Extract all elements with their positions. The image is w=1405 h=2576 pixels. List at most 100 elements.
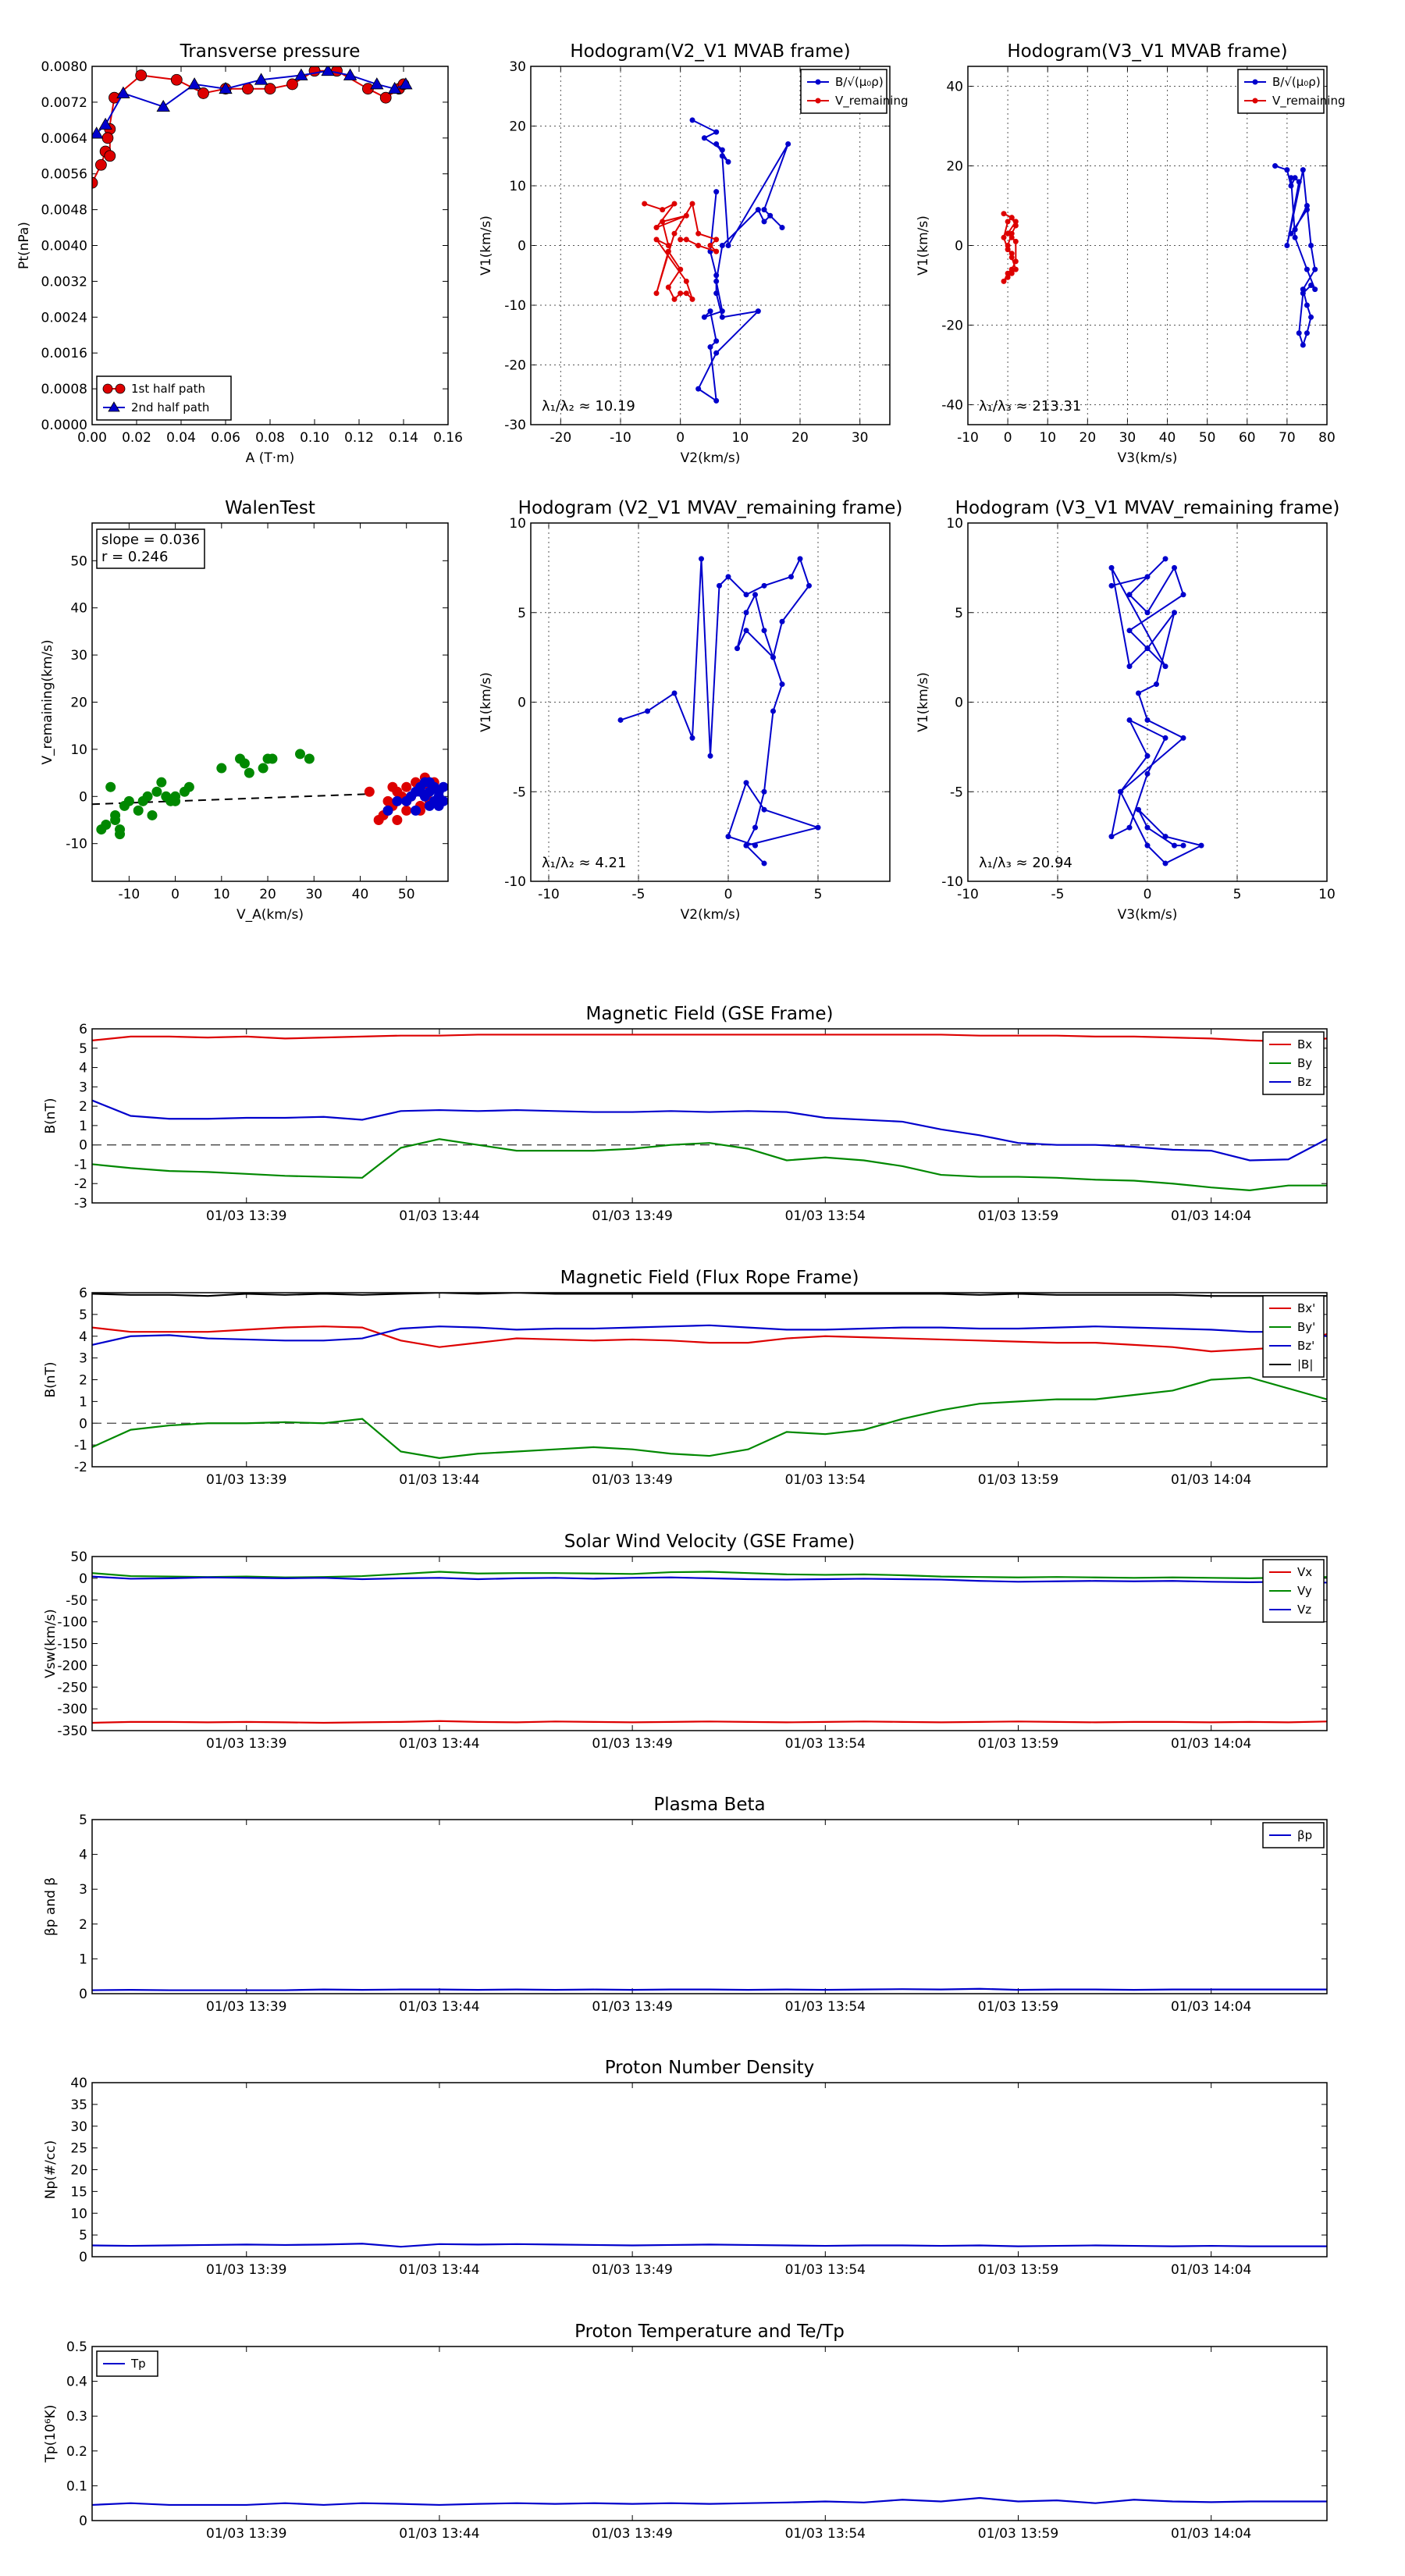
tp_scatter-legend-label: 1st half path: [131, 382, 205, 396]
hodo_v2v1_mvab-series-0-point: [719, 243, 725, 248]
b_fr-ytick-label: -2: [74, 1460, 87, 1475]
b_gse-ytick-label: 1: [79, 1119, 87, 1134]
hodo_v3v1_mvav-series-0-point: [1198, 842, 1204, 849]
hodo_v3v1_mvab-series-1-point: [1005, 219, 1011, 225]
hodo_v2v1_mvab-series-0-point: [713, 338, 720, 344]
walen-plot-area: [92, 749, 448, 840]
tp_scatter-series-1-point: [187, 77, 201, 90]
hodo_v3v1_mvab-series-1-point: [1001, 234, 1007, 240]
hodo_v2v1_mvab-series-1-point: [660, 219, 666, 225]
tp-plot-area: [92, 2496, 1327, 2507]
vsw-ytick-label: -350: [57, 1724, 87, 1739]
b_gse-series-0-line: [92, 1034, 1327, 1043]
walen-series-2-point: [382, 805, 393, 816]
hodo_v3v1_mvab-series-0-point: [1308, 314, 1314, 320]
tp_scatter-ytick-label: 0.0048: [41, 203, 87, 219]
hodo_v3v1_mvav-annotation: λ₁/λ₃ ≈ 20.94: [979, 855, 1072, 871]
hodo_v3v1_mvab-series-1-point: [1005, 270, 1011, 276]
hodo_v3v1_mvab-series-0-point: [1288, 175, 1294, 181]
hodo_v2v1_mvab-series-0-point: [713, 272, 720, 279]
tp_scatter-xlabel: A (T·m): [246, 450, 295, 466]
hodo_v3v1_mvab-series-0-point: [1312, 286, 1318, 293]
hodo_v2v1_mvab-series-1-line: [644, 201, 718, 301]
hodo_v3v1_mvab-xtick-label: 40: [1159, 430, 1176, 446]
hodo_v2v1_mvab-series-1-point: [678, 290, 684, 297]
hodo_v2v1_mvav-ytick-label: -5: [513, 785, 526, 800]
hodo_v3v1_mvav-series-0-point: [1172, 610, 1177, 616]
hodo_v2v1_mvav-series-0-point: [689, 735, 695, 741]
hodo_v2v1_mvab-series-0-point: [713, 141, 720, 147]
hodo_v2v1_mvav-ytick-label: 10: [509, 516, 526, 532]
hodo_v2v1_mvav-xtick-label: -5: [632, 887, 646, 902]
hodo_v3v1_mvab-series-1-point: [1008, 234, 1015, 240]
b_fr-ytick-label: 1: [79, 1394, 87, 1410]
b_gse-ytick-label: 2: [79, 1099, 87, 1115]
tp_scatter-xtick-label: 0.10: [300, 430, 329, 446]
hodo_v3v1_mvav-series-0-point: [1180, 842, 1186, 849]
hodo_v2v1_mvab-series-1-point: [707, 243, 713, 248]
tp_scatter-series-0-point: [135, 69, 148, 81]
hodo_v3v1_mvab-series-1-point: [1008, 254, 1015, 261]
walen-series-0-point: [244, 767, 254, 778]
walen-series-0-point: [151, 786, 162, 797]
hodo_v3v1_mvab-series-1-point: [1005, 230, 1011, 237]
hodo_v2v1_mvav-frame: [530, 522, 891, 882]
walen-series-0-point: [110, 809, 121, 820]
hodo_v3v1_mvab-chart: Hodogram(V3_V1 MVAB frame) -10 0 10 20 30 40 50…: [916, 41, 1346, 466]
tp_scatter-series-0-point: [379, 91, 392, 104]
b_gse-xtick-label: 01/03 13:54: [785, 1208, 866, 1224]
b_fr-plot-area: [92, 1293, 1327, 1459]
hodo_v2v1_mvav-ytick-label: 0: [518, 696, 526, 711]
vsw-plot-area: [92, 1571, 1327, 1724]
vsw-series-1-line: [92, 1571, 1327, 1579]
b_gse-ytick-label: -2: [74, 1176, 87, 1192]
vsw-ylabel: Vsw(km/s): [43, 1609, 59, 1678]
b_gse-xtick-label: 01/03 13:49: [592, 1208, 672, 1224]
tp_scatter-ytick-label: 0.0008: [41, 382, 87, 397]
vsw-frame: [91, 1556, 1328, 1731]
hodo_v2v1_mvab-series-0-point: [713, 290, 720, 297]
hodo_v2v1_mvav-series-0-point: [752, 842, 758, 849]
hodo_v2v1_mvav-series-0-point: [806, 582, 812, 589]
walen-series-0-point: [115, 829, 126, 840]
hodo_v2v1_mvab-legend-label: V_remaining: [835, 94, 909, 109]
tp_scatter-series-0-point: [104, 150, 116, 162]
hodo_v2v1_mvab-ytick-label: -20: [504, 358, 526, 374]
hodo_v2v1_mvav-series-0-point: [761, 628, 767, 634]
hodo_v2v1_mvab-series-0-point: [755, 308, 761, 315]
hodo_v2v1_mvab-xtick-label: 20: [791, 430, 809, 446]
hodo_v3v1_mvab-ytick-label: 0: [955, 239, 963, 254]
hodo_v2v1_mvav-series-0-point: [717, 582, 722, 589]
hodo_v2v1_mvab-series-0-point: [725, 243, 731, 248]
hodo_v2v1_mvab-title: Hodogram(V2_V1 MVAB frame): [570, 41, 850, 62]
hodo_v3v1_mvav-series-0-point: [1144, 824, 1151, 831]
vsw-xtick-label: 01/03 14:04: [1171, 1736, 1251, 1752]
tp-title: Proton Temperature and Te/Tp: [574, 2322, 845, 2342]
hodo_v2v1_mvab-series-0-point: [713, 189, 720, 195]
hodo_v3v1_mvav-series-0-point: [1126, 717, 1133, 723]
b_fr-series-2-line: [92, 1324, 1327, 1346]
beta-ytick-label: 1: [79, 1952, 87, 1967]
np-ytick-label: 40: [70, 2076, 87, 2091]
vsw-xtick-label: 01/03 13:59: [978, 1736, 1058, 1752]
walen-xtick-label: -10: [118, 887, 140, 902]
tp_scatter-xtick-label: 0.00: [77, 430, 107, 446]
tp_scatter-xtick-label: 0.04: [166, 430, 196, 446]
b_gse-series-2-line: [92, 1099, 1327, 1162]
tp_scatter-series-0-point: [101, 132, 114, 144]
hodo_v2v1_mvab-series-1-point: [660, 207, 666, 213]
hodo_v2v1_mvab-series-1-point: [678, 237, 684, 243]
beta-frame: [91, 1819, 1328, 1994]
hodo_v2v1_mvab-series-0-point: [761, 219, 767, 225]
hodo_v3v1_mvab-series-0-point: [1292, 175, 1298, 181]
b_gse-title: Magnetic Field (GSE Frame): [586, 1004, 834, 1024]
np-frame: [91, 2082, 1328, 2258]
hodo_v2v1_mvab-ytick-label: 10: [509, 179, 526, 194]
hodo_v2v1_mvab-series-0-point: [701, 314, 707, 320]
tp-xtick-label: 01/03 13:49: [592, 2526, 672, 2542]
hodo_v2v1_mvab-annotation: λ₁/λ₂ ≈ 10.19: [542, 398, 635, 415]
walen-ytick-label: -10: [66, 837, 87, 852]
b_gse-ytick-label: -3: [74, 1196, 87, 1212]
b_gse-legend-label: By: [1297, 1056, 1312, 1070]
hodo_v2v1_mvav-series-0-point: [645, 708, 650, 714]
